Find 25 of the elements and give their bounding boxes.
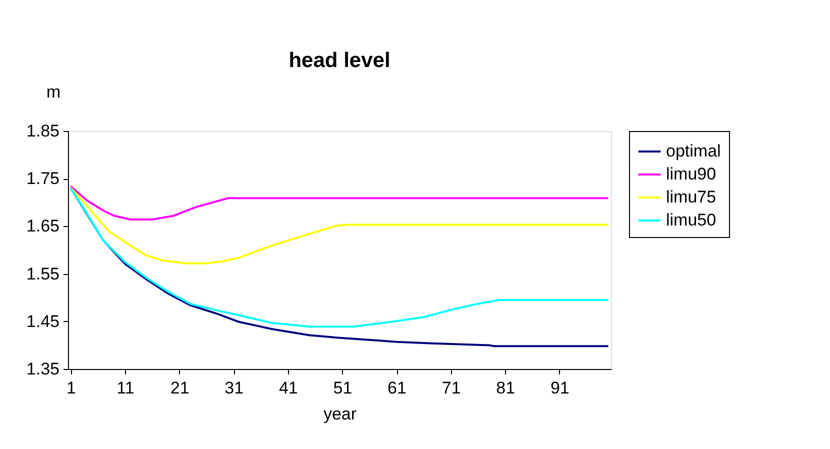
x-tick-label: 71 [442, 378, 461, 398]
x-tick-label: 81 [496, 378, 516, 398]
legend-label: limu90 [666, 164, 716, 184]
chart-title: head level [288, 49, 390, 72]
x-axis-title: year [323, 404, 357, 424]
x-tick-label: 21 [170, 378, 190, 398]
y-tick-label: 1.45 [26, 312, 60, 331]
y-axis-title: m [46, 82, 61, 102]
line-series [70, 185, 610, 221]
x-tick-label: 31 [224, 378, 244, 398]
x-tick-label: 11 [116, 378, 134, 398]
x-tick-label: 91 [550, 378, 570, 398]
y-tick-label: 1.85 [26, 122, 60, 140]
x-tick-label: 61 [388, 378, 406, 398]
y-tick-label: 1.55 [26, 264, 60, 284]
y-tick-label: 1.35 [26, 360, 60, 378]
x-tick-label: 41 [278, 378, 298, 398]
x-tick-label: 1 [66, 378, 76, 398]
y-tick-label: 1.75 [26, 169, 60, 188]
line-series [70, 186, 610, 264]
legend-label: optimal [666, 142, 721, 160]
legend-label: limu75 [666, 188, 716, 206]
legend-label: limu50 [666, 210, 716, 230]
x-tick-label: 51 [333, 378, 352, 398]
y-tick-label: 1.65 [26, 216, 60, 236]
